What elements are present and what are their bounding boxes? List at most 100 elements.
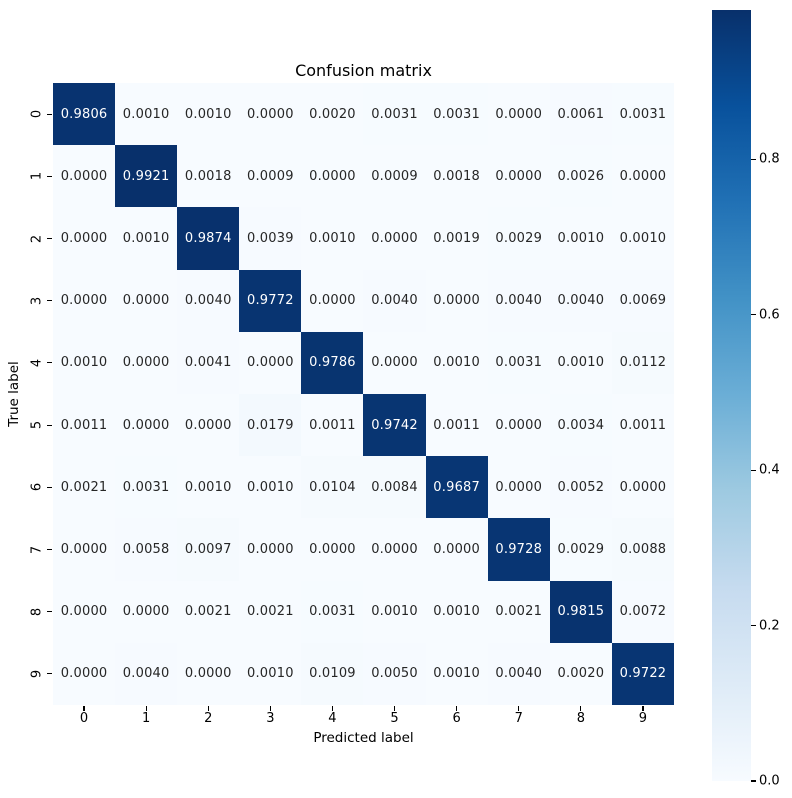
- heatmap-cell: 0.0058: [115, 518, 178, 581]
- heatmap-cell: 0.0010: [239, 642, 302, 705]
- x-tick-mark: [393, 706, 396, 711]
- y-tick-mark: [47, 175, 52, 177]
- heatmap-cell: 0.9815: [549, 580, 612, 643]
- heatmap-cell: 0.9728: [487, 518, 550, 581]
- colorbar-tick-mark: [751, 314, 756, 316]
- x-tick-mark: [207, 706, 209, 711]
- x-tick-mark: [269, 706, 271, 711]
- heatmap-cell: 0.9722: [611, 642, 674, 705]
- heatmap-cell: 0.9806: [53, 83, 116, 146]
- colorbar-tick-label: 0.6: [759, 307, 780, 323]
- heatmap-cell: 0.0104: [301, 456, 364, 519]
- heatmap-cell: 0.0000: [301, 518, 364, 581]
- heatmap-cell: 0.0000: [239, 518, 302, 581]
- colorbar-tick-mark: [751, 469, 756, 471]
- heatmap-cell: 0.9742: [363, 394, 426, 457]
- y-tick-mark: [47, 486, 52, 488]
- heatmap-cell: 0.0021: [53, 456, 116, 519]
- heatmap-cell: 0.0109: [301, 642, 364, 705]
- heatmap-cell: 0.0021: [239, 580, 302, 643]
- y-tick-mark: [47, 237, 52, 240]
- x-tick-label: 9: [638, 711, 648, 726]
- y-tick-label: 1: [29, 172, 45, 181]
- heatmap-cell: 0.0000: [53, 145, 116, 208]
- x-tick-label: 8: [576, 711, 585, 726]
- heatmap-cell: 0.0112: [611, 331, 674, 394]
- x-tick-label: 0: [79, 711, 89, 726]
- heatmap-cell: 0.0031: [115, 456, 178, 519]
- heatmap-cell: 0.0040: [115, 642, 178, 705]
- y-tick-label: 2: [29, 234, 45, 243]
- heatmap-cell: 0.0031: [363, 83, 426, 146]
- heatmap-cell: 0.0010: [363, 580, 426, 643]
- heatmap-cell: 0.0000: [487, 145, 550, 208]
- heatmap-cell: 0.9687: [425, 456, 488, 519]
- heatmap-cell: 0.0041: [177, 331, 240, 394]
- heatmap-cell: 0.0000: [115, 331, 178, 394]
- heatmap-cell: 0.0050: [363, 642, 426, 705]
- colorbar-tick-label: 0.0: [759, 773, 780, 789]
- y-tick-mark: [47, 362, 52, 364]
- x-tick-mark: [145, 706, 147, 711]
- heatmap-cell: 0.0020: [549, 642, 612, 705]
- x-tick-mark: [642, 706, 644, 711]
- heatmap-grid: 0.9806 0.0010 0.0010 0.0000 0.0020 0.0031 0.00…: [53, 83, 674, 705]
- x-tick-mark: [331, 706, 334, 711]
- y-tick-label: 0: [29, 109, 45, 119]
- heatmap-cell: 0.0000: [53, 580, 116, 643]
- heatmap-cell: 0.0029: [487, 207, 550, 270]
- heatmap-cell: 0.9786: [301, 331, 364, 394]
- y-tick-label: 3: [29, 296, 45, 305]
- x-tick-label: 7: [514, 711, 523, 726]
- heatmap-cell: 0.0031: [487, 331, 550, 394]
- heatmap-cell: 0.0029: [549, 518, 612, 581]
- heatmap-cell: 0.0000: [115, 580, 178, 643]
- heatmap-cell: 0.0021: [487, 580, 550, 643]
- heatmap-cell: 0.0052: [549, 456, 612, 519]
- heatmap-cell: 0.0000: [239, 83, 302, 146]
- heatmap-cell: 0.0010: [177, 456, 240, 519]
- y-tick-mark: [47, 424, 52, 426]
- heatmap-cell: 0.0000: [363, 207, 426, 270]
- heatmap-cell: 0.0010: [115, 83, 178, 146]
- heatmap-cell: 0.0179: [239, 394, 302, 457]
- x-tick-mark: [83, 706, 85, 711]
- heatmap-cell: 0.0009: [363, 145, 426, 208]
- heatmap-cell: 0.0000: [611, 456, 674, 519]
- heatmap-cell: 0.0000: [611, 145, 674, 208]
- heatmap-cell: 0.0010: [611, 207, 674, 270]
- heatmap-cell: 0.0010: [549, 331, 612, 394]
- x-tick-mark: [580, 706, 582, 711]
- heatmap-cell: 0.0000: [425, 518, 488, 581]
- y-tick-mark: [47, 300, 52, 302]
- colorbar-tick-mark: [751, 780, 756, 782]
- heatmap-cell: 0.0072: [611, 580, 674, 643]
- heatmap-cell: 0.0010: [301, 207, 364, 270]
- heatmap-cell: 0.0000: [115, 269, 178, 332]
- heatmap-cell: 0.0010: [549, 207, 612, 270]
- heatmap-cell: 0.0000: [53, 518, 116, 581]
- x-tick-label: 3: [266, 711, 275, 726]
- x-tick-mark: [518, 706, 520, 711]
- colorbar-gradient: [712, 10, 751, 781]
- heatmap-cell: 0.9772: [239, 269, 302, 332]
- heatmap-cell: 0.0069: [611, 269, 674, 332]
- colorbar-tick-label: 0.2: [759, 618, 780, 634]
- chart-title: Confusion matrix: [295, 61, 432, 80]
- y-tick-label: 4: [29, 358, 45, 368]
- heatmap-cell: 0.0000: [363, 518, 426, 581]
- x-tick-label: 1: [142, 711, 151, 726]
- heatmap-cell: 0.0010: [115, 207, 178, 270]
- heatmap-cell: 0.0010: [425, 642, 488, 705]
- heatmap-cell: 0.0021: [177, 580, 240, 643]
- heatmap-cell: 0.0000: [487, 456, 550, 519]
- heatmap-cell: 0.0011: [301, 394, 364, 457]
- heatmap-cell: 0.0000: [115, 394, 178, 457]
- colorbar-tick-label: 0.8: [759, 151, 780, 167]
- heatmap-cell: 0.0018: [425, 145, 488, 208]
- heatmap-cell: 0.0009: [239, 145, 302, 208]
- heatmap-cell: 0.0088: [611, 518, 674, 581]
- y-tick-label: 9: [29, 669, 45, 679]
- heatmap-cell: 0.0040: [487, 269, 550, 332]
